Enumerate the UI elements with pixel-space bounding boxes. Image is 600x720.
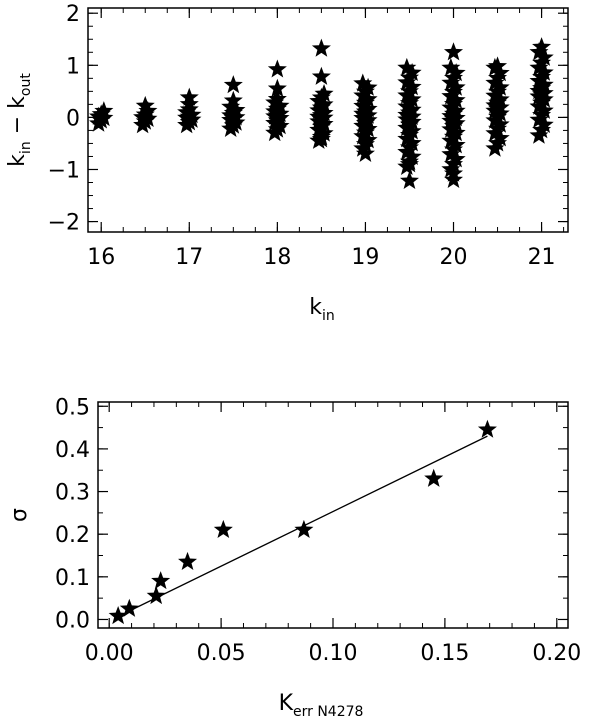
data-point — [267, 89, 287, 108]
x-tick-label: 17 — [175, 245, 203, 270]
data-point — [534, 114, 554, 134]
y-tick-label: 0.4 — [55, 438, 90, 463]
x-tick-label: 16 — [87, 245, 115, 270]
data-point — [534, 75, 554, 94]
data-point — [534, 47, 554, 66]
data-point-outlier — [223, 90, 243, 109]
data-point — [402, 89, 422, 108]
data-point — [446, 90, 466, 109]
top-panel: 16 17 18 19 20 21 −2 −1 0 1 2 kin kin − kout — [5, 2, 569, 324]
data-point — [213, 519, 233, 539]
data-point-outlier — [311, 66, 331, 85]
data-point-outlier — [399, 170, 419, 190]
x-axis-label: Kerr N4278 — [279, 691, 364, 720]
data-point-outlier — [267, 59, 287, 78]
x-tick-label: 0.00 — [85, 641, 134, 666]
x-tick-label: 0.20 — [532, 641, 581, 666]
data-point — [94, 101, 114, 120]
data-point — [446, 63, 466, 82]
data-point — [534, 100, 554, 119]
y-tick-label: 0.0 — [55, 608, 90, 633]
data-point — [534, 62, 554, 81]
x-tick-label: 0.10 — [309, 641, 358, 666]
data-point — [179, 99, 199, 118]
x-tick-label: 18 — [263, 245, 291, 270]
data-point — [490, 128, 510, 147]
data-point — [294, 519, 314, 539]
data-point — [446, 77, 466, 96]
data-point — [446, 135, 466, 154]
x-tick-label: 19 — [351, 245, 379, 270]
data-point — [108, 606, 128, 625]
data-point — [446, 149, 466, 168]
plot-frame — [87, 7, 569, 233]
data-point-outlier — [443, 169, 464, 188]
x-tick-label: 21 — [528, 245, 556, 270]
x-axis-label: kin — [309, 295, 335, 324]
data-point-outlier — [311, 38, 331, 57]
y-axis-label: σ — [7, 508, 32, 522]
bottom-panel: 0.00 0.05 0.10 0.15 0.20 0.0 0.1 0.2 0.3 0.4 0.5 Ke… — [7, 395, 581, 720]
y-tick-label: 0.3 — [55, 481, 90, 506]
data-point-outlier — [532, 37, 552, 56]
data-point-outlier — [488, 56, 508, 75]
data-point-outlier — [311, 129, 331, 148]
data-point — [402, 133, 422, 152]
x-tick-label: 0.15 — [420, 641, 469, 666]
data-point-outlier — [179, 94, 199, 113]
data-point — [402, 146, 422, 166]
y-tick-label: 2 — [66, 2, 80, 27]
y-tick-label: 0.1 — [55, 566, 90, 591]
plot-frame — [97, 401, 569, 629]
data-point-outlier — [443, 42, 464, 61]
data-point — [314, 94, 334, 113]
data-point — [358, 89, 378, 108]
data-point — [402, 77, 422, 96]
data-point — [151, 571, 171, 590]
y-axis-label: kin − kout — [5, 73, 34, 167]
data-point — [397, 57, 417, 76]
data-point-outlier — [135, 95, 155, 115]
data-point — [358, 77, 378, 96]
data-point — [490, 89, 510, 108]
data-point — [353, 73, 373, 92]
data-point — [402, 62, 422, 82]
data-point-outlier — [223, 75, 243, 94]
y-tick-label: −1 — [48, 158, 80, 183]
data-point — [358, 130, 378, 149]
data-point — [178, 551, 198, 570]
y-tick-label: 0.5 — [55, 395, 90, 420]
data-point-outlier — [399, 154, 419, 173]
data-point — [477, 419, 497, 438]
y-tick-label: 1 — [66, 54, 80, 79]
data-point — [441, 57, 461, 76]
data-point — [490, 114, 510, 133]
data-point — [146, 586, 166, 605]
data-point-outlier — [355, 143, 375, 162]
data-point — [119, 598, 139, 617]
data-point — [490, 77, 510, 96]
x-tick-label: 0.05 — [197, 641, 246, 666]
data-point — [226, 100, 246, 119]
y-tick-label: 0 — [66, 106, 80, 131]
data-point — [314, 83, 334, 103]
data-point-outlier — [267, 78, 287, 97]
y-tick-label: 0.2 — [55, 523, 90, 548]
y-tick-label: −2 — [48, 211, 80, 236]
x-tick-label: 20 — [440, 245, 468, 270]
data-point — [424, 468, 444, 487]
